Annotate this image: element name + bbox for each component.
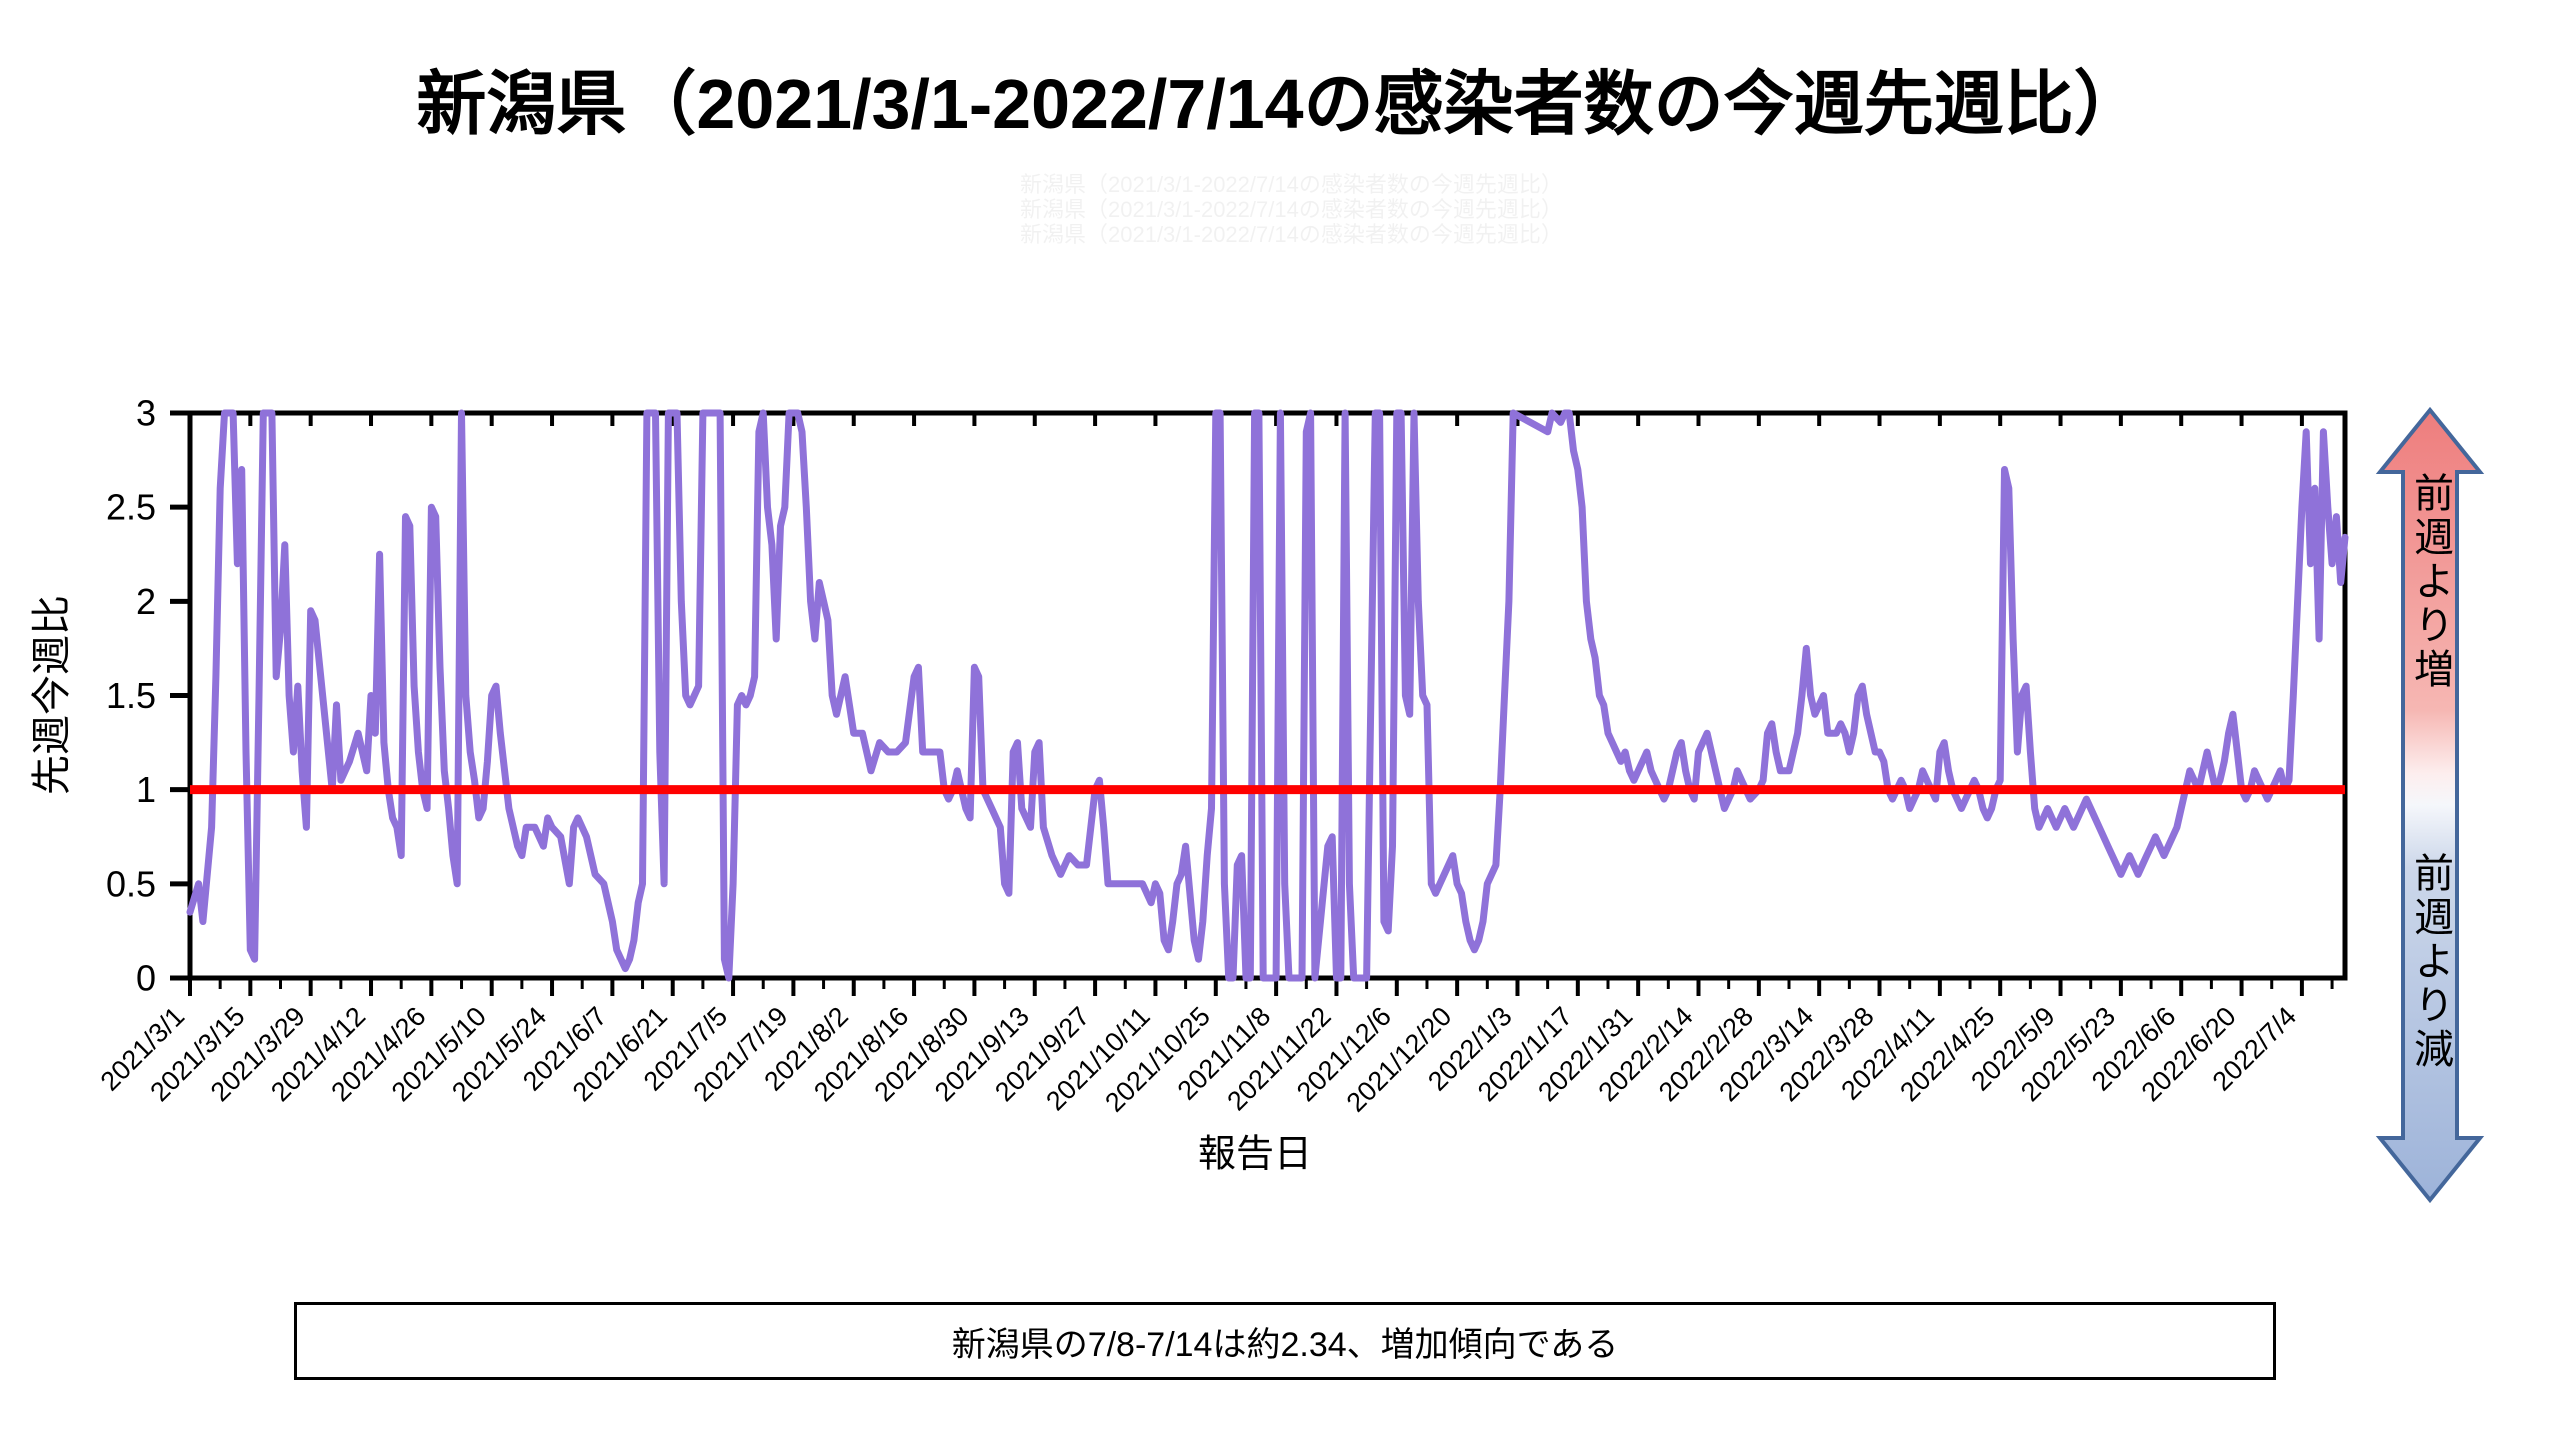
y-tick-label: 1 (136, 769, 156, 810)
y-tick-label: 1.5 (106, 675, 156, 716)
summary-text: 新潟県の7/8-7/14は約2.34、増加傾向である (951, 1325, 1619, 1364)
ghost-text-line: 新潟県（2021/3/1-2022/7/14の感染者数の今週先週比） (1020, 172, 1563, 197)
arrow-label-increase: 前週より増 (2408, 472, 2452, 692)
summary-box: 新潟県の7/8-7/14は約2.34、増加傾向である (294, 1302, 2276, 1380)
y-tick-label: 0 (136, 958, 156, 999)
y-tick-label: 2.5 (106, 487, 156, 528)
y-tick-label: 0.5 (106, 863, 156, 904)
ratio-line-series (186, 409, 2349, 982)
y-tick-label: 2 (136, 581, 156, 622)
arrow-label-decrease: 前週より減 (2408, 852, 2452, 1072)
double-arrow-shape (2375, 406, 2485, 1204)
ghost-text-line: 新潟県（2021/3/1-2022/7/14の感染者数の今週先週比） (1020, 197, 1563, 222)
ghost-text: 新潟県（2021/3/1-2022/7/14の感染者数の今週先週比） 新潟県（2… (1020, 172, 2420, 248)
ghost-text-line: 新潟県（2021/3/1-2022/7/14の感染者数の今週先週比） (1020, 222, 1563, 247)
y-tick-label: 3 (136, 393, 156, 434)
page-title: 新潟県（2021/3/1-2022/7/14の感染者数の今週先週比） (416, 65, 2144, 143)
x-axis-title: 報告日 (1197, 1133, 1313, 1176)
increase-decrease-arrow (2375, 406, 2485, 1204)
